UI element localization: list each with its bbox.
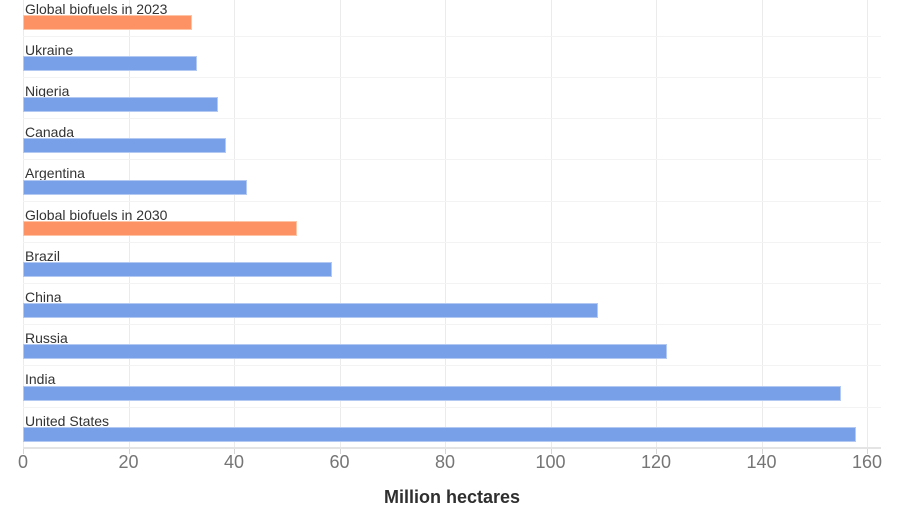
bar-country <box>23 262 332 277</box>
x-gridline <box>761 0 763 448</box>
x-tick-label: 40 <box>223 452 245 472</box>
row-separator <box>23 324 881 326</box>
x-tick-mark <box>339 447 341 454</box>
category-label: China <box>25 288 62 305</box>
category-label: Brazil <box>25 247 61 264</box>
x-gridline <box>550 0 552 448</box>
category-label: Global biofuels in 2030 <box>25 206 168 223</box>
category-label: Global biofuels in 2023 <box>25 0 168 17</box>
row-separator <box>23 76 881 78</box>
row-separator <box>23 200 881 202</box>
x-tick-mark <box>445 447 446 454</box>
x-tick-mark <box>761 447 763 454</box>
row-separator <box>23 118 881 120</box>
x-gridline <box>445 0 446 448</box>
row-separator <box>23 159 881 161</box>
x-gridline <box>656 0 657 448</box>
x-tick-mark <box>867 447 868 454</box>
bar-biofuels <box>23 14 192 30</box>
category-label: United States <box>25 412 110 429</box>
bar-country <box>23 344 667 360</box>
category-label: Nigeria <box>25 82 70 99</box>
x-tick-label: 120 <box>640 452 672 472</box>
x-tick-mark <box>128 447 130 454</box>
category-label: Russia <box>25 330 68 347</box>
bar-country <box>23 303 598 319</box>
row-separator <box>23 241 881 243</box>
bar-country <box>23 426 857 442</box>
x-tick-mark <box>234 447 235 454</box>
row-separator <box>23 365 881 367</box>
x-gridline <box>867 0 868 448</box>
row-separator <box>23 406 881 408</box>
x-tick-label: 160 <box>851 452 883 472</box>
x-tick-label: 60 <box>329 452 350 472</box>
x-tick-label: 80 <box>434 452 456 472</box>
x-tick-mark <box>23 447 24 454</box>
bar-country <box>23 179 248 195</box>
x-axis-line <box>23 446 881 449</box>
x-axis-title: Million hectares <box>383 487 521 507</box>
x-tick-label: 140 <box>746 452 777 472</box>
bar-country <box>23 138 227 154</box>
x-tick-label: 0 <box>17 452 29 472</box>
x-tick-label: 20 <box>118 452 139 472</box>
bar-biofuels <box>23 220 298 236</box>
bar-country <box>23 56 198 71</box>
x-tick-label: 100 <box>535 452 566 472</box>
bar-country <box>23 385 841 401</box>
bar-country <box>23 97 219 113</box>
category-label: India <box>25 371 56 388</box>
category-label: Canada <box>25 124 75 141</box>
x-gridline <box>339 0 341 448</box>
category-label: Ukraine <box>25 41 74 58</box>
row-separator <box>23 35 881 37</box>
category-label: Argentina <box>25 165 85 182</box>
x-tick-mark <box>656 447 657 454</box>
row-separator <box>23 282 881 284</box>
x-tick-mark <box>550 447 552 454</box>
